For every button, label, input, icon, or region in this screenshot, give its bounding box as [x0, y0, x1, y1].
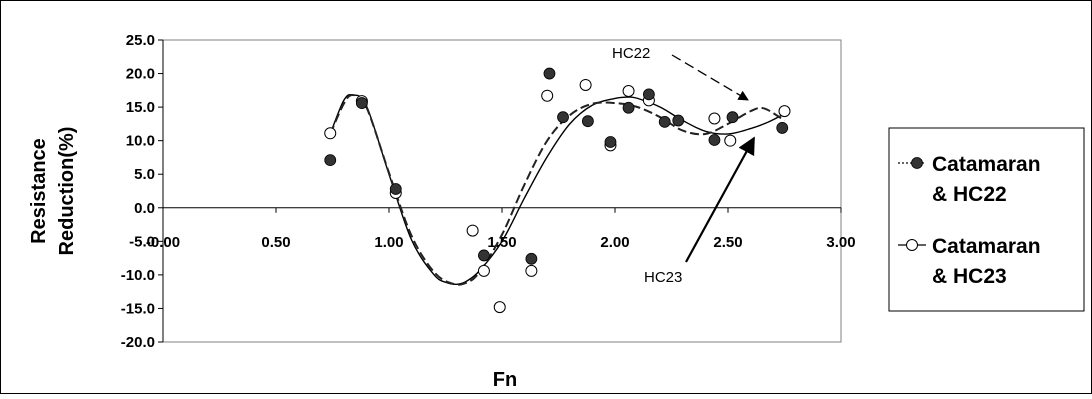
trend-line-hc22 [329, 93, 786, 286]
data-point-hc22 [389, 183, 402, 195]
annotation-hc23-arrow [685, 136, 755, 263]
legend-label-line-1: Catamaran [932, 235, 1041, 258]
legend-marker-hc22 [911, 157, 923, 169]
data-point-hc23 [622, 85, 635, 98]
data-point-hc23 [493, 301, 506, 314]
y-tick-label: 10.0 [126, 133, 155, 150]
y-tick-label: 25.0 [126, 32, 155, 49]
data-point-hc22 [324, 154, 337, 167]
annotations: HC22 HC23 [612, 45, 755, 286]
data-point-hc23 [541, 89, 554, 102]
data-point-hc22 [557, 111, 569, 124]
data-point-hc23 [724, 134, 737, 147]
legend-label-line-1: Catamaran [932, 153, 1041, 176]
data-point-hc22 [643, 88, 655, 101]
data-point-hc23 [708, 112, 721, 125]
x-tick-label: 2.50 [713, 234, 742, 251]
annotation-hc23-label: HC23 [644, 269, 682, 286]
legend-label-line-2: & HC23 [932, 265, 1007, 288]
data-point-hc22 [658, 115, 671, 128]
y-tick-label: -20.0 [121, 334, 155, 351]
y-tick-label: 20.0 [126, 66, 155, 83]
data-point-hc23 [525, 264, 538, 277]
y-tick-label: -5.0 [129, 233, 155, 250]
data-point-hc23 [778, 105, 791, 118]
data-point-hc23 [477, 264, 490, 277]
data-point-hc22 [355, 97, 368, 109]
y-tick-label: 0.0 [134, 200, 155, 217]
y-axis-title-text: Resistance Reduction(%) [28, 127, 78, 256]
y-axis-title: Resistance Reduction(%) [28, 127, 78, 256]
data-point-hc22 [708, 134, 721, 146]
data-point-hc22 [478, 249, 490, 262]
x-tick-label: 1.00 [374, 234, 403, 251]
y-tick-label: 5.0 [134, 166, 155, 183]
legend-box [888, 127, 1085, 312]
data-point-hc22 [726, 111, 739, 124]
data-point-hc22 [581, 115, 594, 128]
y-tick-label: 15.0 [126, 99, 155, 116]
legend: Catamaran & HC22 Catamaran & HC23 [888, 127, 1085, 312]
data-point-hc22 [622, 101, 635, 114]
plot-area [162, 39, 842, 343]
legend-marker-hc23 [906, 239, 918, 251]
x-tick-label: -0.00 [146, 234, 180, 251]
legend-label-line-2: & HC22 [932, 183, 1007, 206]
data-point-hc23 [579, 78, 592, 91]
annotation-hc22-label: HC22 [612, 45, 650, 62]
data-point-hc22 [604, 136, 617, 148]
data-point-hc22 [672, 114, 685, 127]
y-axis-title-line: Reduction(%) [56, 127, 78, 256]
data-point-hc23 [324, 127, 337, 140]
data-point-hc22 [776, 122, 789, 134]
y-tick-label: -15.0 [121, 300, 155, 317]
y-axis: 25.0 20.0 15.0 10.0 5.0 0.0 -5.0 -10.0 -15.0 -20.… [121, 32, 164, 351]
data-point-hc22 [525, 252, 538, 265]
x-tick-label: 2.00 [600, 234, 629, 251]
y-axis-title-line: Resistance [28, 138, 50, 244]
x-tick-label: 0.50 [261, 234, 290, 251]
data-points [324, 67, 791, 314]
data-point-hc23 [466, 224, 479, 237]
data-point-hc22 [543, 67, 556, 80]
y-tick-label: -10.0 [121, 267, 155, 284]
trend-curves [329, 93, 786, 286]
x-axis: -0.00 0.50 1.00 1.50 2.00 2.50 3.00 [146, 207, 856, 251]
x-tick-label: 3.00 [826, 234, 855, 251]
x-axis-title: Fn [493, 369, 517, 391]
